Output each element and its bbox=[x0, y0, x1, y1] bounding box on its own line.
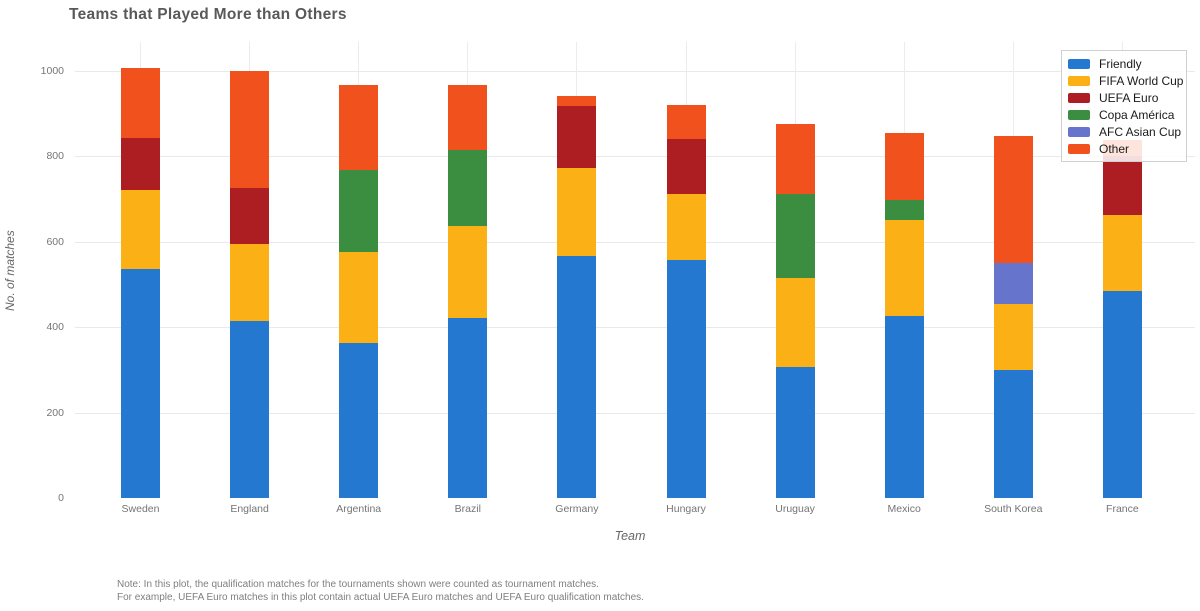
x-tick-mexico: Mexico bbox=[887, 503, 921, 515]
segment-hungary-fifa-world-cup[interactable] bbox=[666, 194, 706, 261]
segment-uruguay-fifa-world-cup[interactable] bbox=[775, 278, 815, 368]
segment-germany-uefa-euro[interactable] bbox=[557, 105, 597, 168]
segment-hungary-uefa-euro[interactable] bbox=[666, 139, 706, 195]
x-tick-brazil: Brazil bbox=[454, 503, 481, 515]
legend-label-uefa-euro: UEFA Euro bbox=[1099, 90, 1159, 105]
y-tick-800: 800 bbox=[46, 150, 64, 162]
segment-england-uefa-euro[interactable] bbox=[230, 188, 270, 245]
segment-argentina-fifa-world-cup[interactable] bbox=[339, 251, 379, 343]
legend-item-other[interactable]: Other bbox=[1068, 140, 1180, 157]
afc-asian-cup-swatch-icon bbox=[1068, 126, 1090, 137]
y-tick-1000: 1000 bbox=[40, 64, 64, 77]
segment-england-friendly[interactable] bbox=[230, 321, 270, 498]
y-tick-0: 0 bbox=[58, 492, 64, 504]
x-axis-title: Team bbox=[614, 529, 646, 543]
x-tick-uruguay: Uruguay bbox=[775, 503, 815, 515]
copa-am-rica-swatch-icon bbox=[1068, 109, 1090, 120]
legend-label-friendly: Friendly bbox=[1099, 56, 1142, 71]
x-tick-south-korea: South Korea bbox=[984, 503, 1043, 515]
friendly-swatch-icon bbox=[1068, 58, 1090, 69]
segment-uruguay-copa-am-rica[interactable] bbox=[775, 193, 815, 279]
gridline-horizontal-800 bbox=[75, 156, 1195, 157]
y-tick-400: 400 bbox=[46, 321, 64, 333]
segment-argentina-friendly[interactable] bbox=[339, 342, 379, 498]
segment-england-fifa-world-cup[interactable] bbox=[230, 244, 270, 322]
segment-brazil-copa-am-rica[interactable] bbox=[448, 150, 488, 227]
segment-south-korea-fifa-world-cup[interactable] bbox=[993, 304, 1033, 370]
y-axis-title: No. of matches bbox=[3, 230, 17, 311]
bar-mexico bbox=[884, 133, 924, 498]
footnote-line-2: For example, UEFA Euro matches in this p… bbox=[117, 591, 644, 603]
chart-title: Teams that Played More than Others bbox=[69, 6, 347, 23]
segment-germany-fifa-world-cup[interactable] bbox=[557, 167, 597, 256]
legend-item-fifa-world-cup[interactable]: FIFA World Cup bbox=[1068, 72, 1184, 89]
segment-sweden-other[interactable] bbox=[121, 68, 160, 139]
segment-mexico-other[interactable] bbox=[884, 133, 924, 200]
uefa-euro-swatch-icon bbox=[1068, 92, 1090, 103]
gridline-horizontal-200 bbox=[75, 412, 1195, 414]
gridline-horizontal-600 bbox=[75, 241, 1195, 243]
bar-brazil bbox=[448, 84, 488, 498]
bar-argentina bbox=[339, 84, 379, 498]
segment-hungary-friendly[interactable] bbox=[666, 260, 706, 498]
legend-item-afc-asian-cup[interactable]: AFC Asian Cup bbox=[1068, 123, 1182, 140]
legend: Friendly FIFA World Cup UEFA Euro Copa Amér… bbox=[1061, 50, 1187, 162]
bar-england bbox=[230, 70, 270, 499]
segment-argentina-copa-am-rica[interactable] bbox=[339, 170, 379, 252]
segment-mexico-fifa-world-cup[interactable] bbox=[884, 219, 924, 317]
segment-uruguay-friendly[interactable] bbox=[775, 367, 815, 498]
segment-mexico-friendly[interactable] bbox=[884, 316, 924, 498]
segment-france-uefa-euro[interactable] bbox=[1102, 155, 1142, 215]
legend-label-copa-am-rica: Copa América bbox=[1099, 107, 1175, 122]
x-tick-germany: Germany bbox=[555, 503, 599, 515]
segment-england-other[interactable] bbox=[230, 70, 270, 189]
legend-item-copa-am-rica[interactable]: Copa América bbox=[1068, 106, 1180, 123]
segment-brazil-fifa-world-cup[interactable] bbox=[448, 226, 488, 318]
gridline-horizontal-1000 bbox=[75, 70, 1195, 72]
segment-mexico-copa-am-rica[interactable] bbox=[884, 199, 924, 220]
bar-sweden bbox=[121, 68, 160, 498]
segment-sweden-fifa-world-cup[interactable] bbox=[121, 190, 160, 270]
bar-hungary bbox=[666, 105, 706, 498]
legend-label-other: Other bbox=[1099, 141, 1130, 156]
legend-item-uefa-euro[interactable]: UEFA Euro bbox=[1068, 89, 1180, 106]
segment-sweden-uefa-euro[interactable] bbox=[121, 138, 160, 191]
y-tick-600: 600 bbox=[46, 235, 64, 248]
fifa-world-cup-swatch-icon bbox=[1068, 75, 1090, 86]
bar-germany bbox=[557, 96, 597, 498]
y-tick-200: 200 bbox=[46, 406, 64, 419]
x-tick-england: England bbox=[230, 503, 269, 515]
gridline-horizontal-400 bbox=[75, 327, 1195, 328]
footnote-line-1: Note: In this plot, the qualification ma… bbox=[117, 579, 599, 590]
legend-label-fifa-world-cup: FIFA World Cup bbox=[1099, 73, 1184, 88]
segment-uruguay-other[interactable] bbox=[775, 123, 815, 194]
x-tick-france: France bbox=[1106, 503, 1139, 515]
segment-germany-other[interactable] bbox=[557, 96, 597, 106]
segment-france-fifa-world-cup[interactable] bbox=[1102, 214, 1142, 292]
segment-brazil-friendly[interactable] bbox=[448, 317, 488, 498]
segment-brazil-other[interactable] bbox=[448, 84, 488, 151]
segment-south-korea-afc-asian-cup[interactable] bbox=[993, 262, 1033, 305]
x-tick-sweden: Sweden bbox=[121, 503, 160, 515]
segment-germany-friendly[interactable] bbox=[557, 255, 597, 498]
segment-sweden-friendly[interactable] bbox=[121, 269, 160, 498]
bar-south-korea bbox=[993, 136, 1033, 498]
x-tick-hungary: Hungary bbox=[666, 503, 706, 515]
bar-uruguay bbox=[775, 123, 815, 498]
segment-south-korea-other[interactable] bbox=[993, 136, 1033, 263]
segment-south-korea-friendly[interactable] bbox=[993, 369, 1033, 498]
footnote: Note: In this plot, the qualification ma… bbox=[117, 579, 644, 604]
other-swatch-icon bbox=[1068, 143, 1090, 154]
legend-item-friendly[interactable]: Friendly bbox=[1068, 55, 1180, 72]
segment-france-friendly[interactable] bbox=[1102, 291, 1142, 498]
x-tick-argentina: Argentina bbox=[336, 503, 382, 515]
legend-label-afc-asian-cup: AFC Asian Cup bbox=[1099, 124, 1182, 139]
segment-argentina-other[interactable] bbox=[339, 84, 379, 171]
bar-france bbox=[1102, 140, 1142, 498]
segment-hungary-other[interactable] bbox=[666, 105, 706, 140]
